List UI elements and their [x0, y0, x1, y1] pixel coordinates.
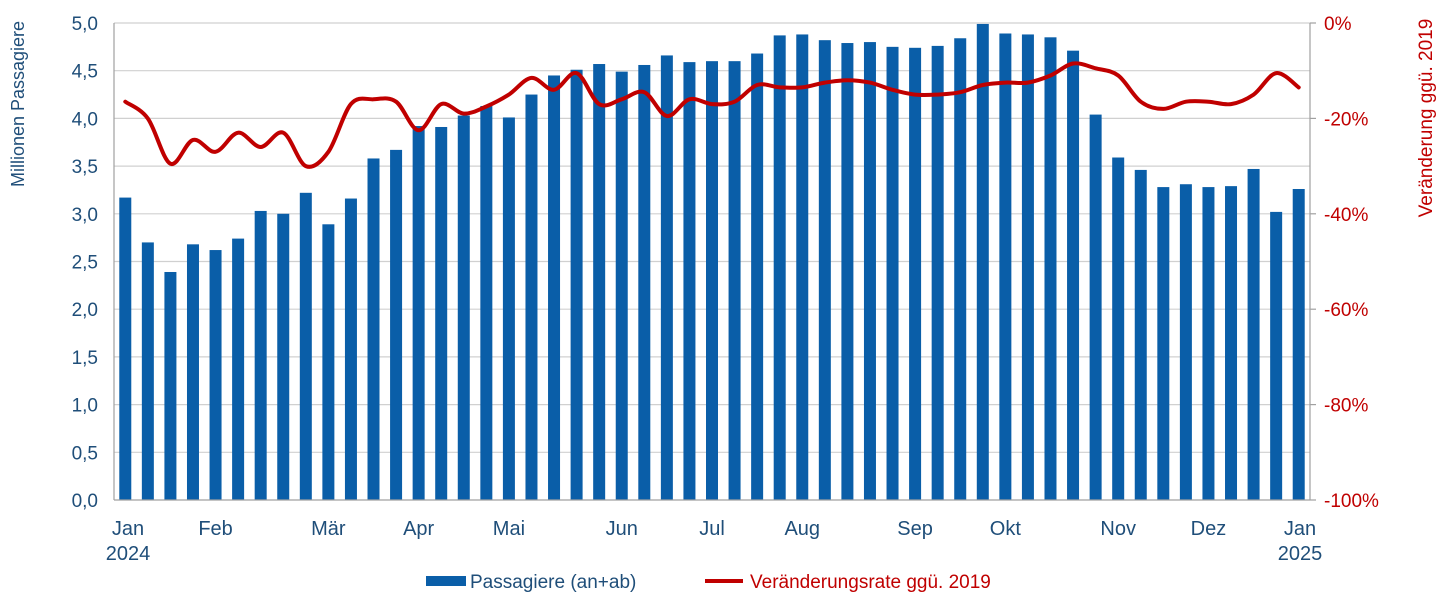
right-tick-label: -20%: [1324, 109, 1368, 130]
right-tick-label: -40%: [1324, 205, 1368, 226]
bar: [141, 242, 154, 501]
x-tick-label: Mai: [493, 518, 525, 540]
x-tick-label: Aug: [784, 518, 820, 540]
bar: [931, 45, 944, 501]
left-tick-label: 0,5: [72, 443, 98, 464]
line-series: [123, 61, 1301, 169]
bar: [277, 213, 290, 501]
left-tick-label: 3,5: [72, 157, 98, 178]
left-tick-label: 0,0: [72, 491, 98, 512]
bar: [728, 61, 741, 500]
bar: [909, 47, 922, 500]
legend-bar-label: Passagiere (an+ab): [470, 572, 636, 593]
bar: [1089, 114, 1102, 501]
bar: [818, 40, 831, 501]
bar: [457, 115, 470, 501]
x-tick-year: 2025: [1278, 543, 1323, 565]
bar: [1021, 34, 1034, 501]
bar: [1112, 157, 1125, 500]
bar: [683, 62, 696, 500]
bar: [886, 46, 899, 500]
x-tick-label: Jun: [606, 518, 638, 540]
bar: [706, 61, 718, 500]
bar: [751, 53, 764, 500]
x-tick-label: Feb: [198, 518, 232, 540]
bar: [412, 126, 425, 501]
right-tick-label: -60%: [1324, 300, 1368, 321]
x-tick-label: Sep: [897, 518, 933, 540]
bar: [999, 33, 1012, 501]
bar: [1225, 186, 1238, 500]
legend-line-label: Veränderungsrate ggü. 2019: [750, 572, 991, 593]
bar: [480, 105, 493, 501]
bar: [435, 126, 448, 501]
bar: [976, 23, 989, 500]
x-tick-label: Jan: [112, 518, 144, 540]
x-tick-year: 2024: [106, 543, 151, 565]
bar: [638, 64, 651, 500]
bar: [390, 149, 403, 500]
bar: [1067, 50, 1080, 500]
left-tick-label: 2,0: [72, 300, 98, 321]
bar: [344, 198, 357, 500]
x-tick-label: Okt: [990, 518, 1022, 540]
bar: [322, 224, 335, 500]
x-tick-label: Jul: [699, 518, 725, 540]
left-tick-label: 4,5: [72, 62, 98, 83]
x-axis-ticks: Jan 2024 Feb Mär Apr Mai Jun Jul Aug Sep Okt Nov Dez…: [106, 518, 1323, 565]
right-axis-ticks: -100% -80% -60% -40% -20% 0%: [1310, 14, 1379, 512]
legend-bar-swatch: [426, 576, 466, 586]
bar: [525, 94, 538, 501]
x-tick-label: Dez: [1191, 518, 1227, 540]
bar: [502, 117, 515, 501]
bar: [232, 238, 245, 500]
left-tick-label: 2,5: [72, 253, 98, 274]
bar: [254, 210, 267, 501]
left-tick-label: 3,0: [72, 205, 98, 226]
bar: [1247, 168, 1260, 500]
bar: [299, 192, 312, 500]
bar: [367, 158, 380, 500]
right-tick-label: -100%: [1324, 491, 1379, 512]
legend: Passagiere (an+ab) Veränderungsrate ggü.…: [426, 572, 991, 593]
bar: [796, 34, 809, 501]
bar: [1157, 187, 1170, 500]
x-tick-label: Mär: [311, 518, 346, 540]
axes: [113, 23, 1311, 501]
left-axis-ticks: 0,0 0,5 1,0 1,5 2,0 2,5 3,0 3,5 4,0 4,5 5,0: [72, 14, 98, 512]
bar: [660, 55, 673, 500]
bar: [209, 250, 222, 500]
left-axis-title: Millionen Passagiere: [8, 21, 28, 187]
bar: [186, 244, 199, 500]
bar: [1292, 188, 1305, 500]
bar: [164, 271, 177, 500]
bar: [773, 35, 786, 500]
left-tick-label: 4,0: [72, 109, 98, 130]
right-tick-label: 0%: [1324, 14, 1352, 35]
left-tick-label: 1,5: [72, 348, 98, 369]
bar: [1044, 37, 1057, 501]
bar: [570, 69, 583, 500]
right-tick-label: -80%: [1324, 396, 1368, 417]
left-tick-label: 1,0: [72, 396, 98, 417]
bar-series: [119, 23, 1305, 501]
left-tick-label: 5,0: [72, 14, 98, 35]
x-tick-label: Nov: [1100, 518, 1136, 540]
bar: [841, 43, 854, 501]
bar: [1134, 169, 1147, 500]
x-tick-label: Jan: [1284, 518, 1316, 540]
bar: [1179, 184, 1192, 500]
bar: [1202, 187, 1215, 500]
bar: [593, 64, 606, 500]
bar: [863, 42, 876, 500]
bar: [548, 75, 561, 500]
bar: [954, 38, 967, 500]
bar: [615, 71, 628, 501]
x-tick-label: Apr: [403, 518, 434, 540]
bar: [119, 197, 132, 500]
right-axis-title: Veränderung ggü. 2019: [1416, 19, 1437, 218]
bar: [1270, 211, 1283, 500]
